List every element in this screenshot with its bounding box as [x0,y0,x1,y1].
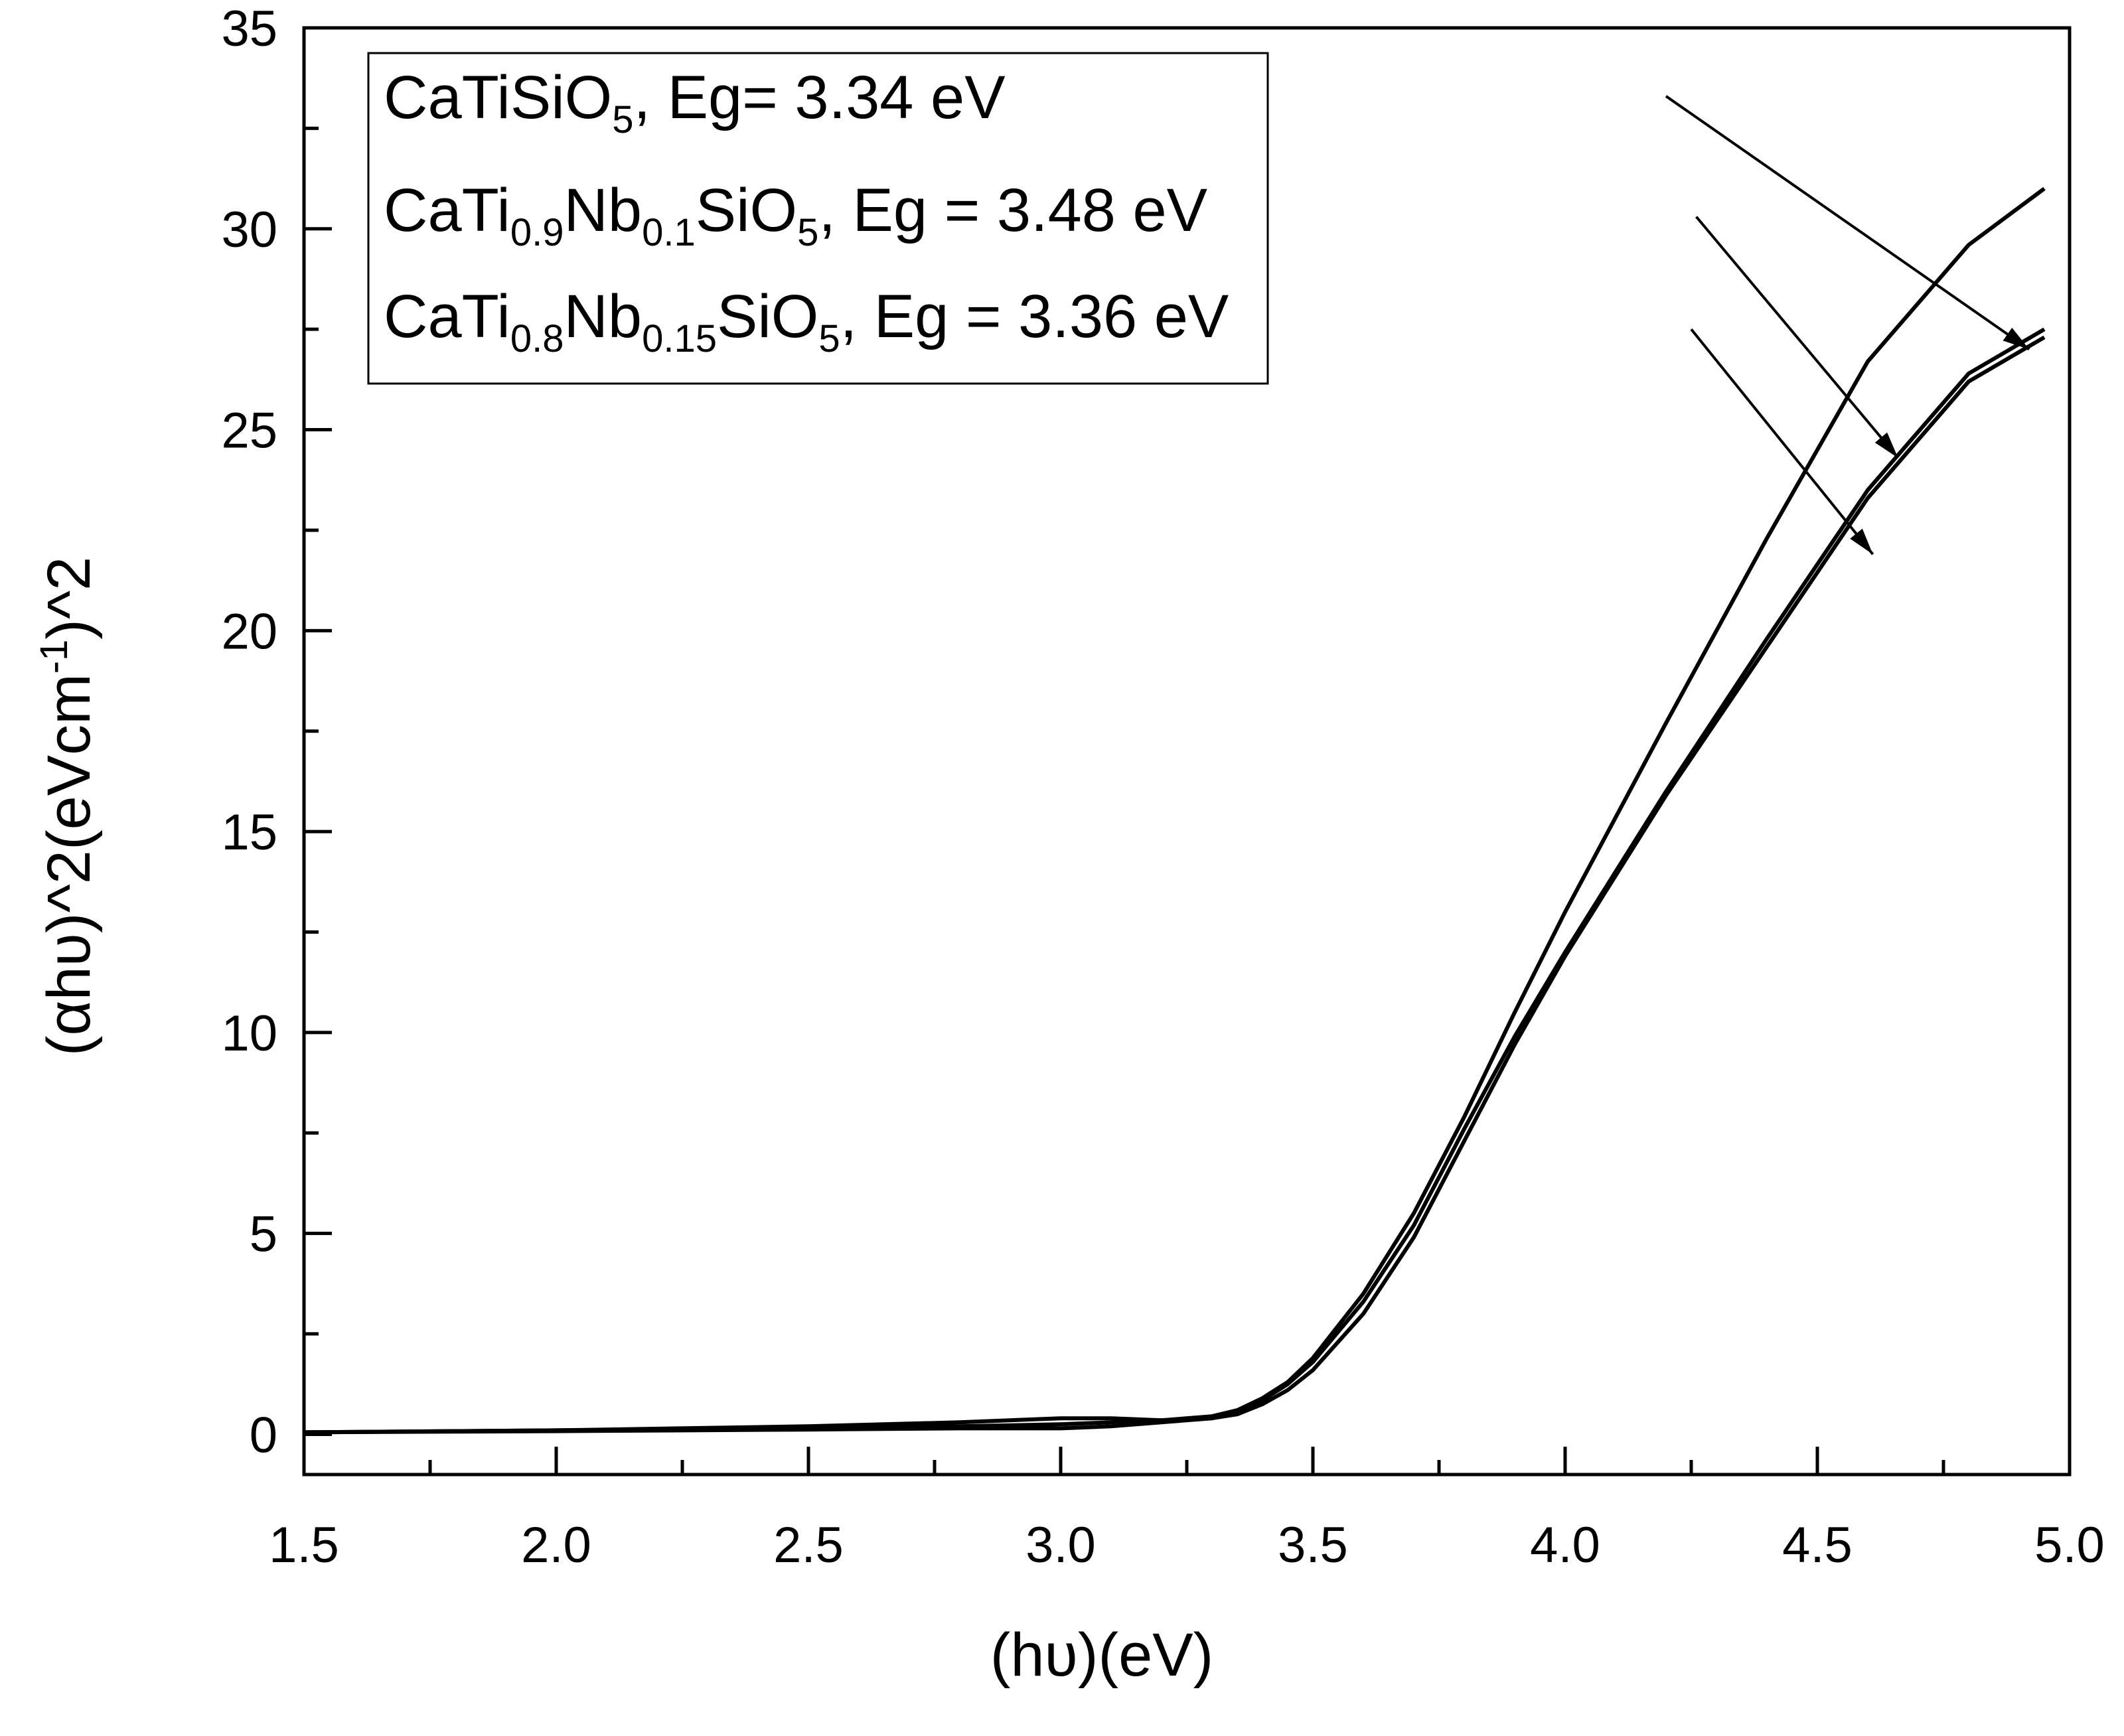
y-tick-label: 30 [221,202,277,258]
legend-subscript: 0.8 [510,317,564,360]
x-tick-label: 4.0 [1530,1517,1600,1573]
legend-text-part: CaTi [384,177,510,244]
legend-entry: CaTi0.9Nb0.1SiO5, Eg = 3.48 eV [384,177,1207,254]
y-label-superscript: -1 [33,640,76,674]
y-tick-label: 0 [250,1407,277,1463]
legend-box [367,52,1269,385]
legend-text-part: , Eg = 3.48 eV [818,177,1207,244]
y-tick-label: 35 [221,1,277,57]
legend-subscript: 0.9 [510,211,564,254]
series-line [303,186,2046,1435]
legend-subscript: 0.1 [642,211,696,254]
legend-text-part: , Eg = 3.36 eV [840,283,1229,350]
series-line [303,335,2046,1435]
legend-entry: CaTi0.8Nb0.15SiO5, Eg = 3.36 eV [384,283,1229,360]
legend-subscript: 5 [818,317,840,360]
series-layer [303,186,2046,1435]
y-label-part: (αhυ)^2(eVcm [35,674,103,1056]
legend-text-part: Nb [564,177,642,244]
legend-text-part: SiO [717,283,818,350]
legend-subscript: 0.15 [642,317,717,360]
legend: CaTiSiO5, Eg= 3.34 eV CaTi0.9Nb0.1SiO5, … [367,52,1269,385]
legend-subscript: 5 [797,211,818,254]
legend-entry: CaTiSiO5, Eg= 3.34 eV [384,64,1006,141]
y-axis-label: (αhυ)^2(eVcm-1)^2 [33,557,103,1056]
y-tick-label: 15 [221,804,277,861]
y-tick-label: 10 [221,1005,277,1062]
x-axis: 1.5 2.0 2.5 3.0 3.5 4.0 4.5 5.0 [269,1447,2105,1573]
x-tick-label: 1.5 [269,1517,339,1573]
annotation-arrow [1695,216,1900,459]
series-line [303,327,2046,1435]
x-tick-label: 5.0 [2034,1517,2105,1573]
x-tick-label: 3.0 [1025,1517,1096,1573]
y-label-part: )^2 [35,557,103,640]
arrow-layer [1665,95,2030,555]
x-tick-label: 2.0 [521,1517,591,1573]
x-tick-label: 4.5 [1782,1517,1853,1573]
legend-text-part: , Eg= 3.34 eV [633,64,1005,131]
legend-subscript: 5 [612,98,633,141]
legend-text-part: CaTiSiO [384,64,612,131]
annotation-arrow [1665,95,2030,351]
x-axis-label: (hυ)(eV) [990,1621,1214,1689]
y-tick-label: 5 [250,1206,277,1263]
legend-text-part: Nb [564,283,642,350]
y-tick-label: 20 [221,603,277,660]
legend-text-part: SiO [696,177,797,244]
legend-text-part: CaTi [384,283,510,350]
y-axis: 0 5 10 15 20 25 30 35 [221,1,332,1463]
annotation-arrow [1690,328,1874,555]
y-tick-label: 25 [221,403,277,459]
x-tick-label: 2.5 [773,1517,844,1573]
x-tick-label: 3.5 [1278,1517,1348,1573]
